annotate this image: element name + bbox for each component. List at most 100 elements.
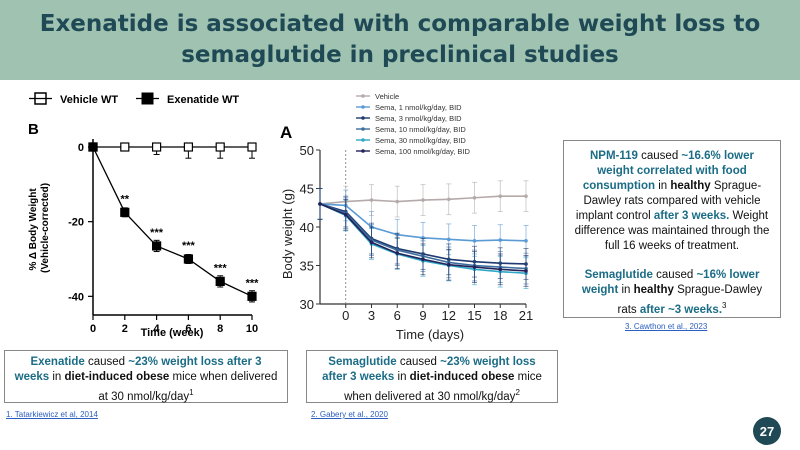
exenatide-data-point — [247, 291, 257, 301]
exenatide-legend: Vehicle WT Exenatide WT — [29, 92, 239, 106]
semaglutide-paragraph: Semaglutide caused ~16% lower weight in … — [574, 268, 770, 318]
semaglutide-x-tick-label: 3 — [368, 308, 375, 323]
semaglutide-y-tick-label: 50 — [300, 143, 314, 158]
exenatide-x-tick-label: 6 — [185, 323, 191, 335]
info-semaglutide-name: Semaglutide — [584, 269, 653, 281]
citation-gabery-link[interactable]: 2. Gabery et al., 2020 — [311, 410, 388, 419]
semaglutide-x-axis-label: Time (days) — [396, 327, 464, 342]
legend-entry: Sema, 100 nmol/kg/day, BID — [375, 147, 470, 156]
significance-annotation: *** — [150, 227, 164, 239]
semaglutide-data-point — [472, 265, 477, 269]
semaglutide-data-point — [524, 194, 528, 198]
significance-annotation: ** — [121, 193, 130, 205]
caption-effect: ~23% weight loss after 3 weeks — [322, 356, 536, 383]
legend-entry: Sema, 10 nmol/kg/day, BID — [375, 125, 466, 134]
info-semaglutide-time: after ~3 weeks. — [639, 303, 723, 316]
caption-text: in — [49, 371, 65, 383]
caption-text: caused — [84, 356, 129, 368]
info-semaglutide-effect: ~16% lower weight — [581, 269, 760, 296]
semaglutide-data-point — [421, 257, 425, 262]
info-npm119-effect: ~16.6% lower weight correlated with food… — [582, 150, 754, 192]
caption-superscript: 2 — [515, 388, 520, 397]
significance-annotation: *** — [214, 262, 228, 274]
caption-text: caused — [396, 356, 441, 368]
semaglutide-data-point — [498, 194, 503, 198]
exenatide-y-tick-label: -20 — [68, 217, 84, 229]
semaglutide-y-tick-label: 40 — [300, 220, 314, 235]
title-banner: Exenatide is associated with comparable … — [0, 0, 800, 80]
semaglutide-data-point — [524, 239, 528, 243]
legend-entry: Sema, 1 nmol/kg/day, BID — [375, 103, 462, 112]
info-healthy: healthy — [633, 284, 674, 296]
exenatide-y-axis-label: % Δ Body Weight (Vehicle-corrected) — [28, 183, 51, 273]
citation-cawthon-link[interactable]: 3. Cawthon et al., 2023 — [625, 322, 708, 331]
caption-drug: Semaglutide — [328, 356, 397, 368]
semaglutide-x-tick-label: 9 — [419, 308, 426, 323]
semaglutide-data-point — [498, 238, 503, 242]
semaglutide-y-tick-label: 30 — [300, 297, 314, 312]
info-text: in — [618, 284, 634, 296]
legend-entry: Sema, 3 nmol/kg/day, BID — [375, 114, 462, 123]
exenatide-caption: Exenatide caused ~23% weight loss after … — [4, 350, 288, 403]
semaglutide-legend: Vehicle Sema, 1 nmol/kg/day, BID Sema, 3 n… — [356, 92, 470, 156]
semaglutide-data-point — [318, 202, 322, 206]
panel-label-a: A — [280, 123, 292, 142]
exenatide-x-tick-label: 0 — [90, 323, 96, 335]
semaglutide-data-point — [524, 269, 528, 273]
semaglutide-data-point — [446, 262, 451, 267]
semaglutide-data-point — [369, 240, 374, 245]
slide-title: Exenatide is associated with comparable … — [39, 11, 761, 68]
semaglutide-data-point — [395, 199, 400, 204]
npm119-paragraph: NPM-119 caused ~16.6% lower weight corre… — [574, 149, 770, 254]
legend-entry: Sema, 30 nmol/kg/day, BID — [375, 136, 466, 145]
caption-model: diet-induced obese — [64, 371, 170, 383]
panel-label-b: B — [28, 121, 39, 138]
semaglutide-x-tick-label: 12 — [442, 308, 456, 323]
semaglutide-plot-area: 0 3 6 9 12 15 18 21 30 35 40 45 50 — [300, 143, 534, 323]
info-text: Sprague-Dawley rats — [617, 284, 763, 316]
legend-marker — [361, 116, 365, 120]
semaglutide-data-point — [343, 212, 348, 217]
legend-vehicle-label: Vehicle WT — [60, 94, 118, 106]
info-superscript: 3 — [722, 301, 727, 310]
legend-marker — [361, 105, 365, 109]
exenatide-chart: Vehicle WT Exenatide WT B 0 2 4 6 8 10 0 -20 -40… — [28, 92, 260, 339]
exenatide-x-tick-label: 10 — [246, 323, 258, 335]
semaglutide-data-point — [421, 198, 425, 202]
citation-tatarkiewicz-link[interactable]: 1. Tatarkiewicz et al, 2014 — [6, 410, 98, 419]
exenatide-x-tick-label: 4 — [154, 323, 161, 335]
exenatide-y-axis-label-line1: % Δ Body Weight — [28, 188, 39, 271]
exenatide-x-tick-label: 8 — [217, 323, 223, 335]
semaglutide-x-tick-label: 15 — [467, 308, 481, 323]
legend-entry: Vehicle — [375, 92, 399, 101]
caption-text: mice when delivered at 30 nmol/kg/day — [98, 371, 278, 403]
caption-text: mice when delivered at 30 nmol/kg/day — [344, 371, 542, 403]
info-npm119-time: after 3 weeks. — [653, 210, 730, 222]
semaglutide-x-tick-label: 21 — [519, 308, 533, 323]
semaglutide-data-point — [446, 237, 451, 242]
semaglutide-data-point — [446, 197, 451, 202]
significance-annotation: *** — [246, 277, 260, 289]
semaglutide-chart: A Vehicle Sema, 1 nmol/kg/day, BID Sema, 3… — [280, 92, 534, 342]
caption-text: in — [394, 371, 410, 383]
exenatide-y-tick-label: -40 — [68, 291, 84, 303]
vehicle-data-point — [247, 142, 257, 152]
semaglutide-x-tick-label: 0 — [342, 308, 349, 323]
npm119-info-box: NPM-119 caused ~16.6% lower weight corre… — [563, 140, 781, 318]
vehicle-data-point — [152, 142, 162, 152]
legend-exenatide-label: Exenatide WT — [167, 94, 239, 106]
info-text: caused — [637, 150, 682, 162]
semaglutide-y-axis-label: Body weight (g) — [280, 189, 295, 279]
info-text: caused — [652, 269, 697, 281]
caption-model: diet-induced obese — [409, 371, 515, 383]
caption-effect: ~23% weight loss after 3 weeks — [14, 356, 262, 383]
legend-marker — [361, 138, 365, 142]
exenatide-y-axis-label-line2: (Vehicle-corrected) — [40, 183, 51, 273]
semaglutide-caption: Semaglutide caused ~23% weight loss afte… — [306, 350, 558, 403]
vehicle-data-point — [215, 142, 225, 152]
significance-annotation: *** — [182, 240, 196, 252]
caption-superscript: 1 — [189, 388, 194, 397]
exenatide-series-line — [92, 146, 253, 297]
exenatide-data-point — [152, 241, 162, 251]
semaglutide-data-point — [369, 198, 374, 202]
